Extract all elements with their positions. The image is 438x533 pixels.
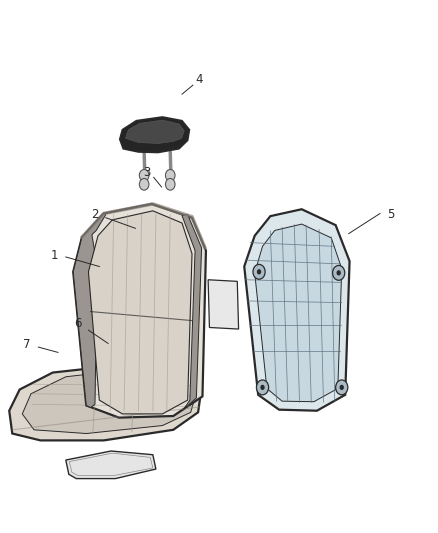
Polygon shape	[125, 120, 184, 143]
Circle shape	[332, 265, 345, 280]
Text: 5: 5	[387, 208, 395, 221]
Polygon shape	[120, 117, 189, 152]
Circle shape	[257, 269, 261, 274]
Circle shape	[339, 385, 344, 390]
Circle shape	[139, 169, 149, 181]
Polygon shape	[66, 451, 156, 479]
Text: 4: 4	[196, 74, 203, 86]
Circle shape	[336, 270, 341, 276]
Text: 7: 7	[23, 338, 30, 351]
Text: 3: 3	[144, 166, 151, 179]
Circle shape	[256, 380, 268, 395]
Polygon shape	[88, 211, 192, 414]
Circle shape	[166, 179, 175, 190]
Polygon shape	[182, 215, 201, 410]
Polygon shape	[208, 280, 239, 329]
Circle shape	[139, 179, 149, 190]
Text: 2: 2	[91, 208, 99, 221]
Text: 1: 1	[51, 249, 58, 262]
Circle shape	[253, 264, 265, 279]
Polygon shape	[73, 204, 206, 418]
Circle shape	[166, 169, 175, 181]
Polygon shape	[244, 209, 350, 411]
Text: 6: 6	[74, 317, 81, 330]
Polygon shape	[254, 224, 342, 402]
Polygon shape	[22, 369, 196, 433]
Polygon shape	[73, 214, 106, 408]
Circle shape	[260, 385, 265, 390]
Polygon shape	[9, 365, 201, 440]
Circle shape	[336, 380, 348, 395]
